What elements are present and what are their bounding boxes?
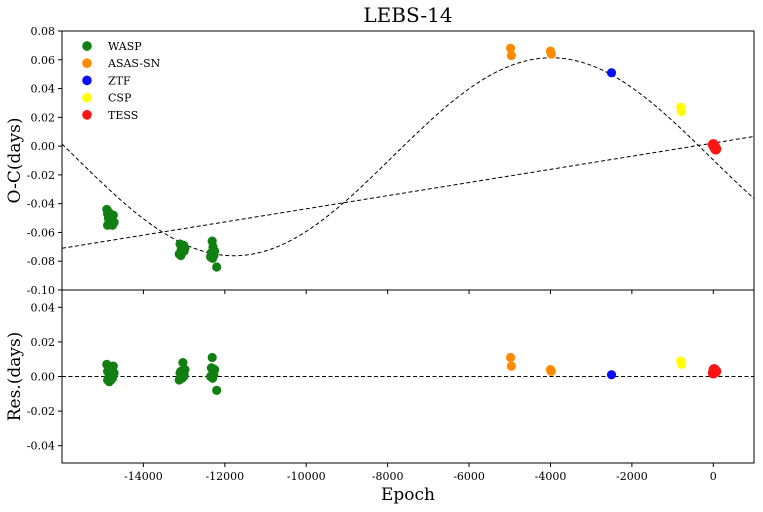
data-point xyxy=(212,262,222,272)
y-tick-label: 0.02 xyxy=(31,111,56,124)
x-tick-label: -14000 xyxy=(124,470,163,483)
data-point xyxy=(506,361,516,371)
data-point xyxy=(676,106,687,117)
data-point xyxy=(176,250,186,261)
y-tick-label: 0.08 xyxy=(31,25,56,38)
data-point xyxy=(546,366,556,376)
y-tick-label: 0.02 xyxy=(31,336,56,349)
data-point xyxy=(506,50,516,61)
data-point xyxy=(606,370,617,380)
y-tick-label: -0.04 xyxy=(27,198,55,211)
data-point xyxy=(710,365,722,377)
data-point xyxy=(505,43,516,53)
series-asas-sn xyxy=(505,352,556,376)
series-asas-sn xyxy=(505,43,556,61)
series-csp xyxy=(676,102,687,117)
data-point xyxy=(210,246,220,256)
series-wasp xyxy=(102,352,222,395)
y-tick-label: 0.00 xyxy=(31,140,56,153)
fit-curves xyxy=(62,57,754,257)
data-point xyxy=(505,352,516,363)
sinusoidal-fit-curve xyxy=(62,57,754,257)
series-tess xyxy=(707,364,722,379)
x-tick-label: -2000 xyxy=(616,470,648,483)
data-point xyxy=(208,253,218,263)
x-tick-label: -6000 xyxy=(453,470,485,483)
data-point xyxy=(606,68,617,78)
y-tick-label: 0.04 xyxy=(31,301,56,314)
y-tick-label: 0.04 xyxy=(31,83,56,96)
panel-residuals: -0.04 -0.02 0.00 0.02 0.04 -14000 -12000 -10000… xyxy=(5,289,755,483)
y-tick-label: 0.00 xyxy=(31,371,56,384)
legend-marker xyxy=(82,110,92,120)
y-tick-label: -0.08 xyxy=(27,255,55,268)
legend-label: ZTF xyxy=(108,74,131,87)
x-tick-label: 0 xyxy=(710,470,717,483)
data-point xyxy=(208,373,218,383)
series-wasp xyxy=(102,204,222,272)
panel-oc: -0.10 -0.08 -0.06 -0.04 -0.02 0.00 0.02 0.04 0.0… xyxy=(5,25,755,297)
x-tick-label: -4000 xyxy=(535,470,567,483)
legend-label: TESS xyxy=(108,109,138,122)
y-axis-label: O-C(days) xyxy=(5,118,25,204)
data-point xyxy=(102,375,113,385)
y-axis-label: Res.(days) xyxy=(5,332,25,422)
data-point xyxy=(676,359,687,369)
data-point xyxy=(104,364,114,375)
data-point xyxy=(104,207,114,217)
legend-marker xyxy=(82,75,92,86)
y-tick-label: -0.02 xyxy=(27,169,55,182)
data-point xyxy=(210,364,220,375)
series-ztf xyxy=(606,68,617,78)
data-point xyxy=(178,358,188,368)
y-tick-label: -0.02 xyxy=(27,405,55,418)
x-tick-label: -12000 xyxy=(205,470,244,483)
y-tick-label: -0.04 xyxy=(27,440,55,453)
data-point xyxy=(179,371,189,382)
legend-marker xyxy=(82,92,92,103)
data-point xyxy=(546,49,556,59)
linear-fit-line xyxy=(62,135,754,249)
legend-label: WASP xyxy=(108,40,142,53)
legend: WASP ASAS-SN ZTF CSP TESS xyxy=(82,40,161,122)
y-tick-label: -0.10 xyxy=(27,284,55,297)
panel-frame xyxy=(61,30,755,291)
data-point xyxy=(212,385,222,395)
legend-marker xyxy=(82,41,92,51)
legend-marker xyxy=(82,58,92,68)
y-tick-label: -0.06 xyxy=(27,226,55,239)
legend-label: CSP xyxy=(108,92,132,105)
data-point xyxy=(102,220,113,230)
x-axis-label: Epoch xyxy=(381,485,435,505)
series-tess xyxy=(707,139,722,155)
series-ztf xyxy=(606,370,617,380)
chart-title: LEBS-14 xyxy=(363,3,452,27)
x-tick-label: -8000 xyxy=(372,470,404,483)
legend-label: ASAS-SN xyxy=(107,57,161,70)
y-tick-label: 0.06 xyxy=(31,54,56,67)
data-point xyxy=(179,240,189,250)
data-point xyxy=(207,352,217,363)
series-csp xyxy=(676,356,687,369)
x-tick-label: -10000 xyxy=(287,470,326,483)
data-point xyxy=(710,143,722,155)
